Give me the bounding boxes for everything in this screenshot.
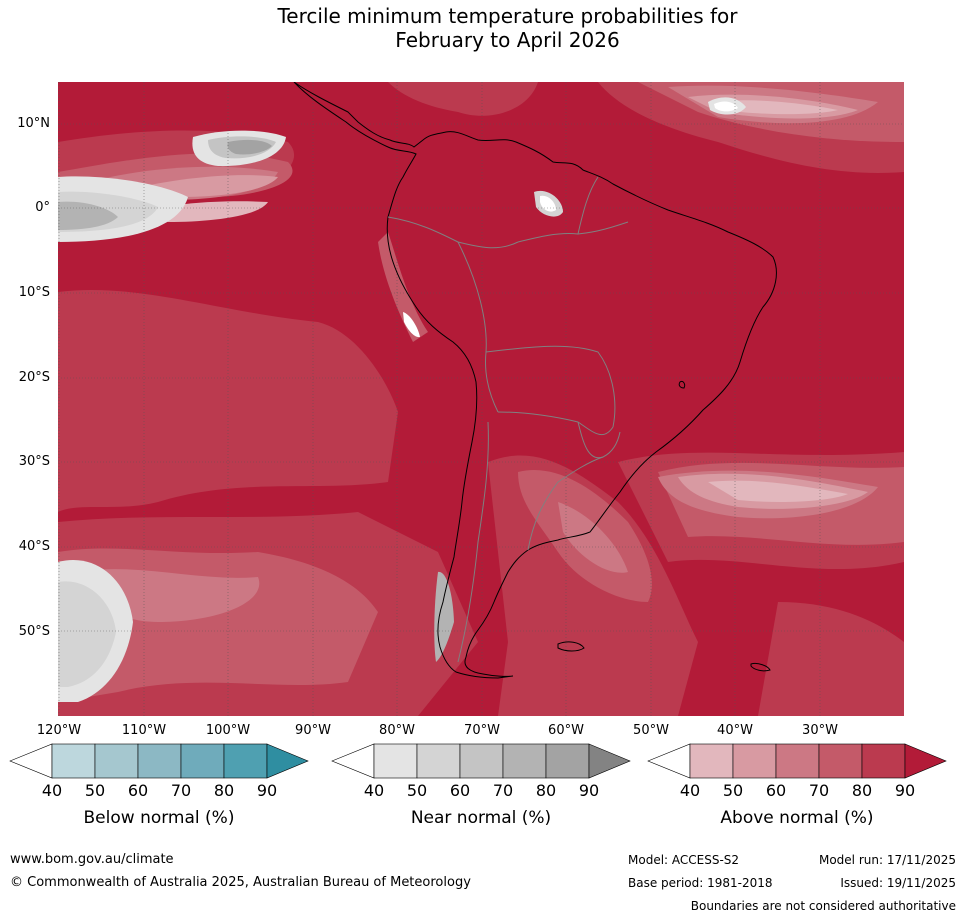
map-title: Tercile minimum temperature probabilitie… — [0, 4, 965, 52]
cb-near-tick-70: 70 — [492, 781, 514, 800]
lon-label-100w: 100°W — [205, 723, 251, 738]
title-line-1: Tercile minimum temperature probabilitie… — [277, 4, 738, 28]
cb-near-seg-6 — [588, 743, 631, 779]
cb-above-seg-5 — [861, 743, 906, 779]
lat-label-20s: 20°S — [18, 370, 50, 385]
cb-above-tick-90: 90 — [894, 781, 916, 800]
cb-below-tick-40: 40 — [41, 781, 63, 800]
country-borders — [387, 176, 629, 663]
map-canvas — [58, 82, 904, 716]
cb-above-tick-40: 40 — [679, 781, 701, 800]
cb-below-tick-50: 50 — [84, 781, 106, 800]
cb-below-tick-60: 60 — [127, 781, 149, 800]
cb-near-seg-1 — [373, 743, 418, 779]
colorbar-below-normal — [9, 743, 309, 779]
colorbar-above-normal — [647, 743, 947, 779]
cb-below-seg-0 — [9, 743, 53, 779]
cb-above-seg-3 — [775, 743, 820, 779]
cb-near-seg-3 — [459, 743, 504, 779]
cb-above-tick-80: 80 — [851, 781, 873, 800]
cb-near-seg-2 — [416, 743, 461, 779]
cb-below-tick-70: 70 — [170, 781, 192, 800]
colorbar-near-normal — [331, 743, 631, 779]
cb-below-seg-2 — [94, 743, 139, 779]
footer-issued: Issued: 19/11/2025 — [840, 876, 956, 890]
lon-label-60w: 60°W — [548, 723, 584, 738]
footer-model-run: Model run: 17/11/2025 — [818, 853, 956, 867]
cb-near-tick-90: 90 — [578, 781, 600, 800]
south-america-coastline — [293, 82, 777, 679]
cb-above-seg-2 — [732, 743, 777, 779]
lon-label-50w: 50°W — [633, 723, 669, 738]
footer-disclaimer: Boundaries are not considered authoritat… — [690, 899, 956, 913]
lon-label-70w: 70°W — [464, 723, 500, 738]
cb-below-seg-3 — [137, 743, 182, 779]
lat-label-50s: 50°S — [18, 624, 50, 639]
cb-above-seg-4 — [818, 743, 863, 779]
lon-label-110w: 110°W — [121, 723, 167, 738]
footer-base-period: Base period: 1981-2018 — [628, 876, 773, 890]
cb-below-label: Below normal (%) — [83, 808, 235, 828]
lat-label-30s: 30°S — [18, 454, 50, 469]
cb-above-label: Above normal (%) — [720, 808, 874, 828]
cb-near-seg-0 — [331, 743, 375, 779]
cb-below-seg-5 — [223, 743, 268, 779]
islands — [557, 381, 771, 672]
cb-above-tick-50: 50 — [722, 781, 744, 800]
lon-label-120w: 120°W — [36, 723, 82, 738]
footer-website: www.bom.gov.au/climate — [10, 852, 174, 867]
lat-label-0: 0° — [35, 200, 50, 215]
cb-near-seg-4 — [502, 743, 547, 779]
cb-near-seg-5 — [545, 743, 590, 779]
lat-label-10s: 10°S — [18, 285, 50, 300]
cb-above-tick-60: 60 — [765, 781, 787, 800]
cb-below-seg-1 — [51, 743, 96, 779]
footer-model: Model: ACCESS-S2 — [628, 853, 740, 867]
title-line-2: February to April 2026 — [395, 28, 620, 52]
cb-below-seg-4 — [180, 743, 225, 779]
footer-copyright: © Commonwealth of Australia 2025, Austra… — [10, 875, 471, 890]
cb-below-tick-90: 90 — [256, 781, 278, 800]
lon-label-90w: 90°W — [295, 723, 331, 738]
cb-near-tick-50: 50 — [406, 781, 428, 800]
cb-above-seg-1 — [689, 743, 734, 779]
cb-below-seg-6 — [266, 743, 309, 779]
cb-near-label: Near normal (%) — [410, 808, 552, 828]
cb-near-tick-40: 40 — [363, 781, 385, 800]
cb-below-tick-80: 80 — [213, 781, 235, 800]
lon-label-80w: 80°W — [379, 723, 415, 738]
lat-label-40s: 40°S — [18, 539, 50, 554]
cb-above-seg-6 — [904, 743, 947, 779]
lon-label-30w: 30°W — [802, 723, 838, 738]
shading-near-normal — [58, 97, 746, 702]
probability-map — [58, 82, 904, 716]
cb-near-tick-60: 60 — [449, 781, 471, 800]
cb-near-tick-80: 80 — [535, 781, 557, 800]
cb-above-tick-70: 70 — [808, 781, 830, 800]
lat-label-10n: 10°N — [17, 116, 50, 131]
cb-above-seg-0 — [647, 743, 691, 779]
lon-label-40w: 40°W — [717, 723, 753, 738]
